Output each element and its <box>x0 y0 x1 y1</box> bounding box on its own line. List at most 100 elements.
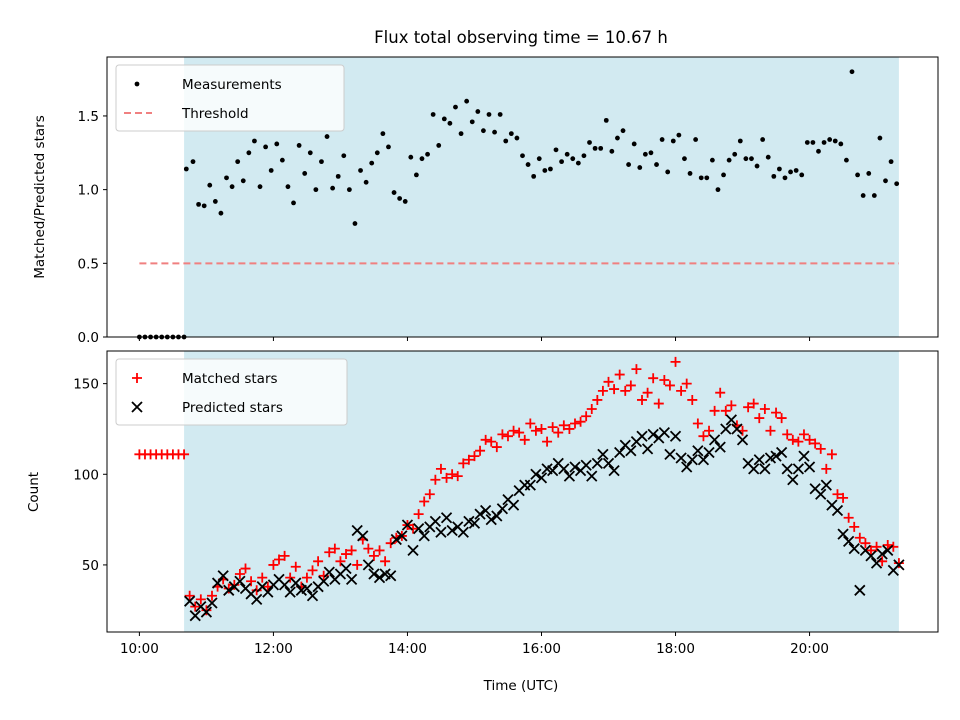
measurement-point <box>481 128 486 134</box>
matched-point <box>726 400 737 411</box>
matched-point <box>865 545 876 556</box>
x-tick-label: 10:00 <box>120 641 159 657</box>
predicted-point <box>848 542 860 555</box>
measurement-point <box>542 168 548 173</box>
measurement-point <box>352 221 358 226</box>
matched-point <box>871 541 882 552</box>
predicted-point <box>412 523 425 535</box>
predicted-point <box>396 530 408 542</box>
y-tick-label: 150 <box>73 377 99 393</box>
measurement-point <box>587 140 592 145</box>
matched-point <box>486 436 497 447</box>
matched-point <box>469 451 480 462</box>
measurement-point <box>274 141 280 147</box>
series-predicted-stars <box>184 414 905 622</box>
matched-point <box>514 427 525 438</box>
matched-point <box>458 458 469 469</box>
matched-point <box>860 538 871 549</box>
matched-point <box>184 590 195 601</box>
predicted-point <box>251 593 263 606</box>
predicted-point <box>284 586 296 598</box>
measurement-point <box>570 156 576 162</box>
measurement-point <box>224 175 229 181</box>
matched-point <box>341 549 352 560</box>
matched-point <box>206 590 217 601</box>
measurement-point <box>832 138 838 144</box>
measurement-point <box>704 175 710 181</box>
predicted-point <box>485 513 497 526</box>
predicted-point <box>340 562 352 575</box>
measurement-point <box>531 173 537 179</box>
y-tick-label: 1.5 <box>78 109 99 125</box>
matched-point <box>324 547 335 558</box>
matched-point <box>581 411 592 422</box>
measurement-point <box>866 171 872 176</box>
predicted-point <box>223 584 235 596</box>
measurement-point <box>564 151 570 157</box>
legend-label: Predicted stars <box>182 400 283 416</box>
measurement-point <box>190 159 196 165</box>
predicted-point <box>206 597 218 609</box>
predicted-point <box>759 463 771 475</box>
y-tick-label: 0.5 <box>78 256 99 272</box>
measurement-point <box>291 200 296 206</box>
predicted-point <box>708 434 721 446</box>
measurement-point <box>330 185 336 191</box>
legend-label: Threshold <box>181 106 249 122</box>
matched-point <box>787 434 798 445</box>
predicted-point <box>507 499 520 511</box>
measurement-point <box>374 150 380 156</box>
matched-point <box>307 565 318 576</box>
measurement-point <box>754 163 760 169</box>
measurement-point <box>201 203 207 209</box>
measurement-point <box>799 172 805 178</box>
predicted-point <box>468 517 481 529</box>
matched-point <box>804 434 815 445</box>
measurement-point <box>670 138 676 144</box>
matched-point <box>821 463 832 474</box>
legend-label: Matched stars <box>182 371 278 387</box>
predicted-point <box>854 584 866 596</box>
measurement-point <box>581 153 587 159</box>
measurement-point <box>598 145 604 151</box>
measurement-point <box>268 168 274 173</box>
matched-point <box>888 541 899 552</box>
measurement-point <box>183 166 189 172</box>
measurement-point <box>324 134 330 139</box>
measurement-point <box>827 137 833 142</box>
measurement-point <box>514 135 520 141</box>
predicted-point <box>820 479 832 491</box>
matched-point <box>586 404 597 415</box>
matched-point <box>497 429 508 440</box>
matched-point <box>408 523 419 534</box>
predicted-point <box>837 528 849 540</box>
matched-point <box>782 429 793 440</box>
matched-point <box>229 579 240 590</box>
x-tick-label: 14:00 <box>388 641 427 657</box>
predicted-point <box>446 524 458 537</box>
predicted-point <box>697 454 710 466</box>
matched-point <box>776 413 787 424</box>
matched-point <box>274 554 285 565</box>
predicted-point <box>563 470 576 482</box>
chart-title: Flux total observing time = 10.67 h <box>374 28 668 47</box>
matched-point <box>681 378 692 389</box>
measurements-legend-marker <box>134 81 140 87</box>
measurement-point <box>659 137 665 142</box>
y-tick-label: 100 <box>73 467 99 483</box>
matched-point <box>318 570 329 581</box>
matched-point <box>352 559 363 570</box>
measurement-point <box>397 196 403 201</box>
matched-point <box>854 532 865 543</box>
measurement-point <box>508 131 514 137</box>
measurement-point <box>642 151 648 157</box>
measurement-point <box>648 150 654 156</box>
predicted-point <box>586 470 598 482</box>
predicted-point <box>681 461 693 473</box>
matched-point <box>279 550 290 561</box>
y-tick-label: 0.0 <box>78 330 99 346</box>
predicted-point <box>480 504 492 517</box>
matched-point <box>246 576 257 587</box>
matched-point <box>609 384 620 395</box>
matched-point <box>195 594 206 605</box>
